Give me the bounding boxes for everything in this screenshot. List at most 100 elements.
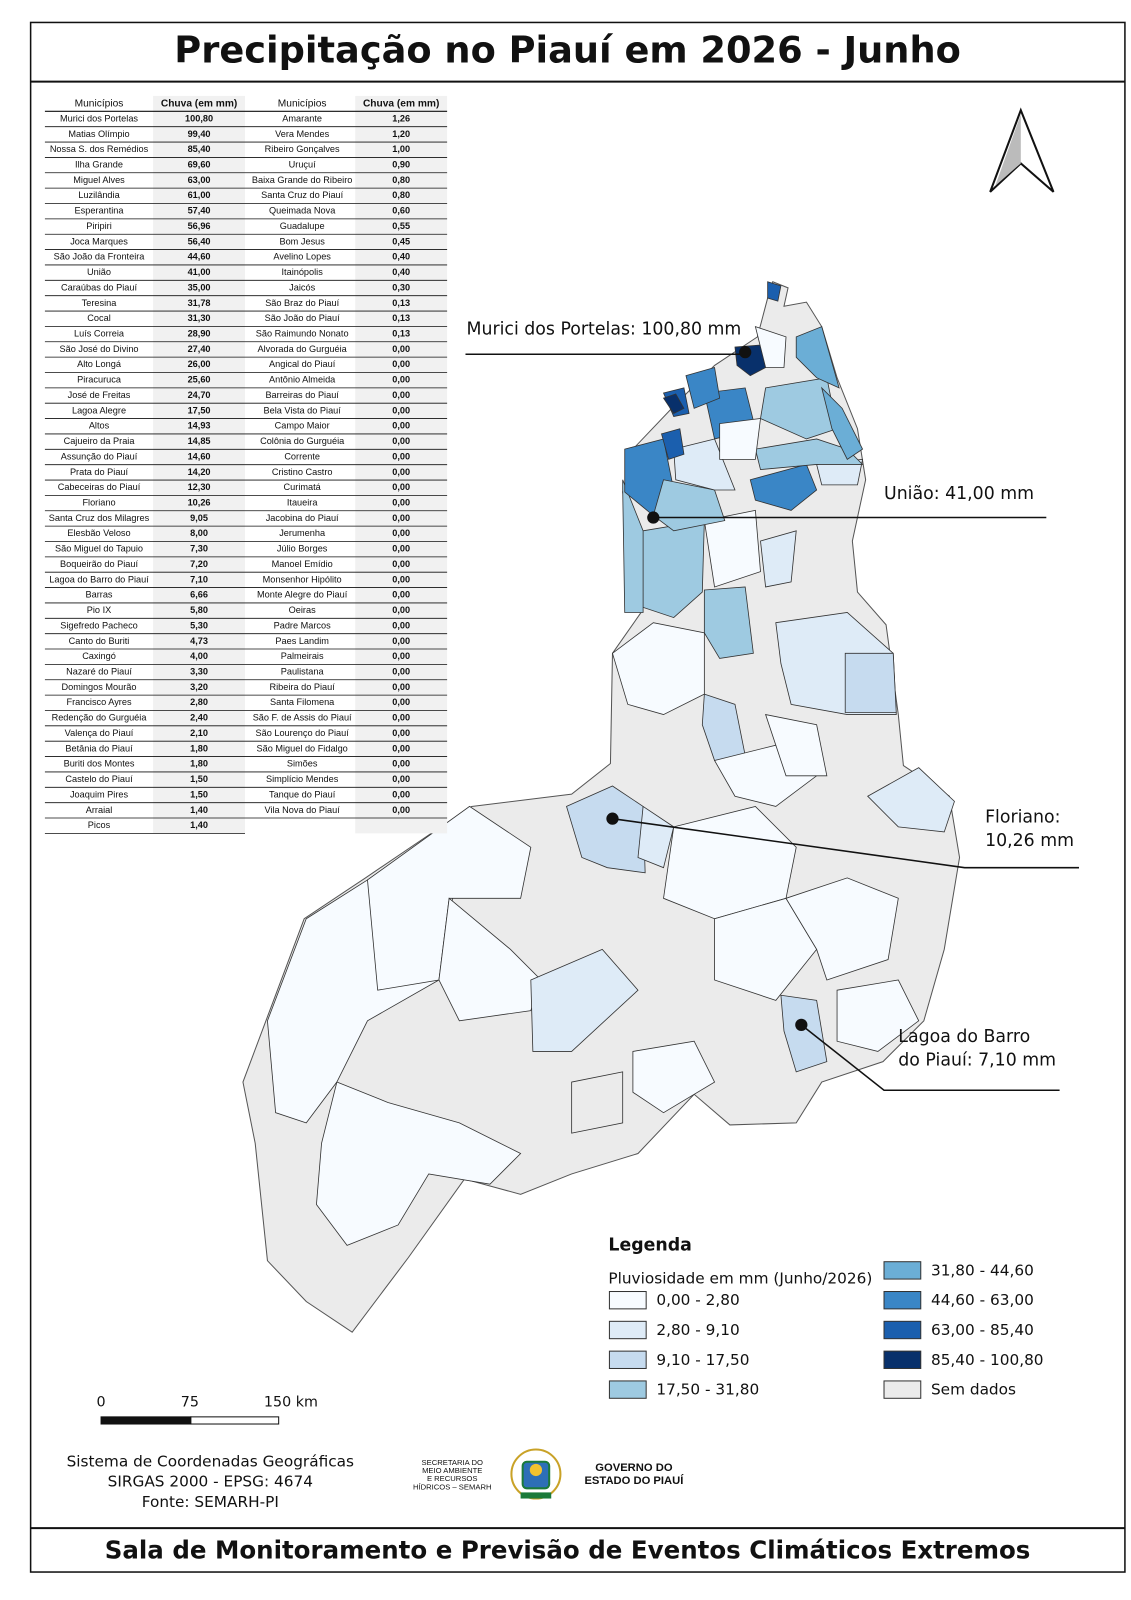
municipality-name: São João do Piauí [265, 313, 340, 323]
municipality-name: Curimatá [284, 482, 322, 492]
rainfall-value: 1,50 [190, 789, 208, 799]
municipality-name: Itaueira [287, 497, 318, 507]
legend-label: 31,80 - 44,60 [931, 1261, 1034, 1279]
municipality-name: Valença do Piauí [65, 728, 134, 738]
annotations: Murici dos Portelas: 100,80 mm União: 41,… [465, 320, 1079, 1091]
municipality-name: Cocal [87, 313, 110, 323]
location-dot [647, 511, 660, 524]
municipality-name: São Braz do Piauí [265, 298, 339, 308]
municipality-name: Picos [88, 820, 111, 830]
municipality-name: Uruçuí [289, 160, 316, 170]
rainfall-value: 44,60 [188, 252, 211, 262]
credits: Sistema de Coordenadas Geográficas SIRGA… [67, 1452, 354, 1511]
rainfall-value: 63,00 [188, 175, 211, 185]
rainfall-value: 0,00 [392, 513, 410, 523]
rainfall-value: 1,40 [190, 820, 208, 830]
rainfall-value: 0,13 [392, 313, 410, 323]
municipality-name: Avelino Lopes [273, 252, 331, 262]
sheet-content: Precipitação no Piauí em 2026 - Junho Sa… [29, 21, 1126, 1573]
municipality-name: Caxingó [82, 651, 116, 661]
municipality-name: Nazaré do Piauí [66, 666, 132, 676]
legend-swatch [608, 1320, 647, 1340]
rainfall-value: 41,00 [188, 267, 211, 277]
annotation-text: Murici dos Portelas: 100,80 mm [467, 320, 742, 340]
rainfall-value: 1,26 [392, 113, 410, 123]
rainfall-value: 14,60 [188, 451, 211, 461]
semarh-logo-text: HÍDRICOS – SEMARH [413, 1482, 492, 1491]
municipality-name: União [87, 267, 111, 277]
legend-swatch [883, 1320, 922, 1340]
rainfall-value: 0,00 [392, 620, 410, 630]
municipality-name: Cajueiro da Praia [64, 436, 136, 446]
rainfall-value: 1,80 [190, 743, 208, 753]
government-logo-text: ESTADO DO PIAUÍ [584, 1474, 684, 1487]
rainfall-value: 0,00 [392, 728, 410, 738]
municipality-name: Joca Marques [70, 236, 128, 246]
rainfall-value: 0,00 [392, 528, 410, 538]
municipality-name: Corrente [284, 451, 320, 461]
legend-label: 44,60 - 63,00 [931, 1291, 1034, 1309]
rainfall-value: 3,30 [190, 666, 208, 676]
rainfall-value: 0,00 [392, 697, 410, 707]
rainfall-value: 0,00 [392, 497, 410, 507]
legend-label: 63,00 - 85,40 [931, 1321, 1034, 1339]
rainfall-value: 12,30 [188, 482, 211, 492]
municipality-name: Lagoa do Barro do Piauí [49, 574, 149, 584]
municipality-name: Assunção do Piauí [61, 451, 138, 461]
legend-swatch [883, 1350, 922, 1369]
rainfall-value: 0,00 [392, 359, 410, 369]
rainfall-value: 0,00 [392, 713, 410, 723]
government-logo-text: GOVERNO DO [595, 1462, 673, 1474]
legend-label: 17,50 - 31,80 [656, 1381, 759, 1399]
rainfall-value: 0,00 [392, 344, 410, 354]
municipality-name: Murici dos Portelas [60, 113, 138, 123]
rainfall-value: 14,20 [188, 467, 211, 477]
municipality-name: Joaquim Pires [70, 789, 129, 799]
municipality-name: Oeiras [289, 605, 316, 615]
municipality-name: Pio IX [87, 605, 111, 615]
municipality-name: Piracuruca [77, 375, 122, 385]
municipality-name: Júlio Borges [277, 544, 328, 554]
municipality-name: Angical do Piauí [269, 359, 336, 369]
municipality-name: Santa Cruz do Piauí [261, 190, 344, 200]
municipality-name: Campo Maior [275, 421, 330, 431]
municipality-name: Floriano [82, 497, 115, 507]
semarh-logo-text: MEIO AMBIENTE [422, 1466, 482, 1475]
legend-swatch [883, 1261, 922, 1280]
municipality-name: São João da Fronteira [54, 252, 146, 262]
legend-title: Legenda [608, 1235, 691, 1255]
rainfall-value: 28,90 [188, 329, 211, 339]
rainfall-value: 0,00 [392, 651, 410, 661]
municipality-name: Vera Mendes [275, 129, 329, 139]
rainfall-value: 0,13 [392, 298, 410, 308]
rainfall-value: 0,00 [392, 405, 410, 415]
rainfall-value: 14,85 [188, 436, 211, 446]
rainfall-value: 99,40 [188, 129, 211, 139]
municipality-name: Redenção do Gurguéia [52, 713, 148, 723]
rainfall-value: 0,80 [392, 175, 410, 185]
municipality-name: Arraial [86, 805, 113, 815]
municipality-name: Matias Olímpio [68, 129, 129, 139]
municipality-name: Guadalupe [280, 221, 325, 231]
location-dot [739, 346, 752, 359]
rainfall-value: 24,70 [188, 390, 211, 400]
rainfall-value: 0,60 [392, 206, 410, 216]
municipality-name: São Lourenço do Piauí [255, 728, 349, 738]
rainfall-value: 0,00 [392, 759, 410, 769]
municipality-name: Nossa S. dos Remédios [50, 144, 149, 154]
municipality-name: Prata do Piauí [70, 467, 129, 477]
credit-line: Fonte: SEMARH-PI [142, 1493, 279, 1511]
rainfall-value: 0,00 [392, 682, 410, 692]
rainfall-value: 61,00 [188, 190, 211, 200]
rainfall-value: 3,20 [190, 682, 208, 692]
rainfall-value: 0,00 [392, 390, 410, 400]
municipality-name: Teresina [82, 298, 118, 308]
rainfall-value: 0,00 [392, 774, 410, 784]
state-map [242, 281, 961, 1333]
rainfall-value: 0,00 [392, 605, 410, 615]
legend-subtitle: Pluviosidade em mm (Junho/2026) [608, 1270, 872, 1288]
rainfall-value: 69,60 [188, 160, 211, 170]
rainfall-value: 14,93 [188, 421, 211, 431]
rainfall-value: 10,26 [188, 497, 211, 507]
